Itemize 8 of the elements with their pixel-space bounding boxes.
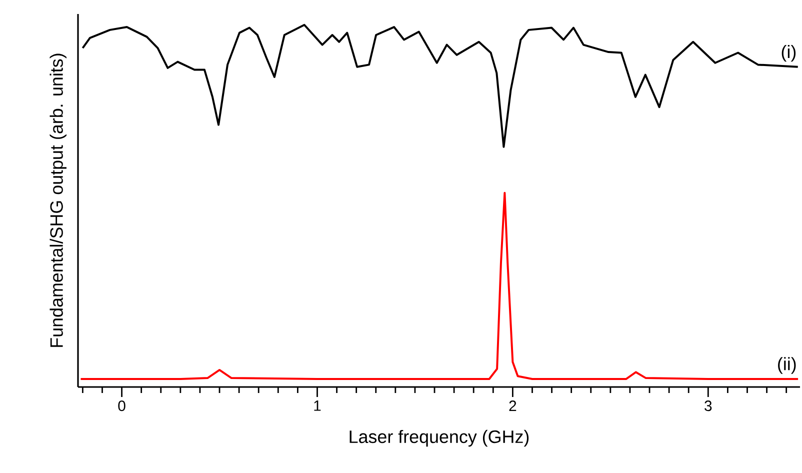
x-tick-label: 1: [314, 400, 321, 411]
x-tick-label: 2: [509, 400, 516, 411]
x-tick-label: 0: [118, 400, 126, 412]
x-tick-label: 3: [704, 400, 712, 412]
x-axis-title: Laser frequency (GHz): [350, 430, 529, 447]
y-axis-title: Fundamental/SHG output (arb. units): [50, 54, 66, 347]
series-label: (ii): [778, 357, 796, 374]
series-label: (i): [782, 44, 796, 62]
